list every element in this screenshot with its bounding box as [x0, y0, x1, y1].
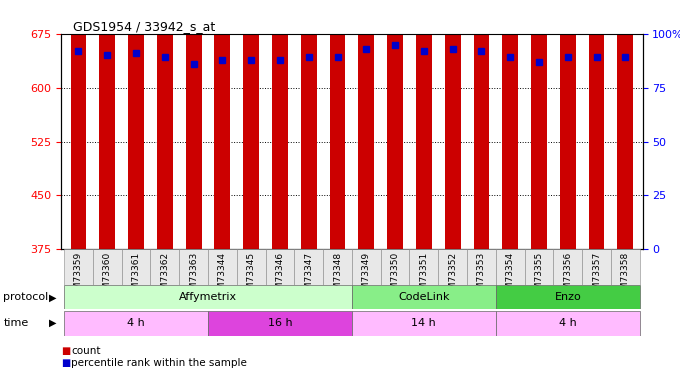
Bar [617, 0, 633, 249]
Text: ▶: ▶ [49, 318, 57, 328]
Bar [496, 285, 640, 309]
Bar [99, 0, 115, 249]
Text: GSM73345: GSM73345 [247, 252, 256, 302]
Bar [64, 285, 352, 309]
Text: 14 h: 14 h [411, 318, 437, 328]
Bar [611, 249, 640, 285]
Bar [560, 0, 576, 249]
Bar [323, 249, 352, 285]
Text: GSM73360: GSM73360 [103, 252, 112, 302]
Bar [64, 249, 93, 285]
Text: GSM73350: GSM73350 [390, 252, 400, 302]
Bar [208, 311, 352, 336]
Bar [589, 0, 605, 249]
Bar [157, 0, 173, 249]
Bar [71, 0, 86, 249]
Text: GSM73349: GSM73349 [362, 252, 371, 302]
Text: protocol: protocol [3, 292, 49, 302]
Bar [409, 249, 438, 285]
Text: GSM73344: GSM73344 [218, 252, 227, 301]
Bar [496, 311, 640, 336]
Text: GSM73346: GSM73346 [275, 252, 284, 302]
Text: GSM73355: GSM73355 [534, 252, 543, 302]
Bar [352, 285, 496, 309]
Text: CodeLink: CodeLink [398, 292, 449, 302]
Bar [243, 0, 259, 249]
Bar [186, 0, 201, 249]
Text: Affymetrix: Affymetrix [179, 292, 237, 302]
Text: GSM73352: GSM73352 [448, 252, 457, 302]
Bar [64, 311, 208, 336]
Bar [266, 249, 294, 285]
Text: ■: ■ [61, 346, 71, 355]
Bar [358, 0, 374, 249]
Bar [582, 249, 611, 285]
Bar [473, 0, 490, 249]
Bar [180, 249, 208, 285]
Bar [330, 0, 345, 249]
Text: GSM73351: GSM73351 [420, 252, 428, 302]
Bar [352, 311, 496, 336]
Bar [381, 249, 409, 285]
Bar [554, 249, 582, 285]
Bar [416, 0, 432, 249]
Text: ▶: ▶ [49, 292, 57, 302]
Text: 4 h: 4 h [127, 318, 145, 328]
Text: GSM73356: GSM73356 [563, 252, 573, 302]
Bar [122, 249, 150, 285]
Text: Enzo: Enzo [554, 292, 581, 302]
Text: GSM73348: GSM73348 [333, 252, 342, 302]
Bar [503, 0, 518, 249]
Bar [438, 249, 467, 285]
Bar [524, 249, 554, 285]
Text: 4 h: 4 h [559, 318, 577, 328]
Text: time: time [3, 318, 29, 328]
Bar [128, 0, 144, 249]
Bar [294, 249, 323, 285]
Text: 16 h: 16 h [268, 318, 292, 328]
Bar [93, 249, 122, 285]
Text: GSM73357: GSM73357 [592, 252, 601, 302]
Bar [352, 249, 381, 285]
Bar [467, 249, 496, 285]
Bar [214, 0, 231, 249]
Bar [301, 0, 317, 249]
Bar [150, 249, 180, 285]
Text: GSM73354: GSM73354 [506, 252, 515, 302]
Text: GSM73362: GSM73362 [160, 252, 169, 302]
Bar [445, 0, 460, 249]
Bar [237, 249, 266, 285]
Text: count: count [71, 346, 101, 355]
Text: GSM73347: GSM73347 [304, 252, 313, 302]
Bar [531, 0, 547, 249]
Text: GSM73361: GSM73361 [131, 252, 141, 302]
Text: ■: ■ [61, 358, 71, 368]
Bar [272, 0, 288, 249]
Text: GDS1954 / 33942_s_at: GDS1954 / 33942_s_at [73, 20, 215, 33]
Text: GSM73359: GSM73359 [74, 252, 83, 302]
Text: GSM73363: GSM73363 [189, 252, 198, 302]
Text: percentile rank within the sample: percentile rank within the sample [71, 358, 248, 368]
Text: GSM73358: GSM73358 [621, 252, 630, 302]
Bar [387, 0, 403, 249]
Bar [496, 249, 524, 285]
Text: GSM73353: GSM73353 [477, 252, 486, 302]
Bar [208, 249, 237, 285]
